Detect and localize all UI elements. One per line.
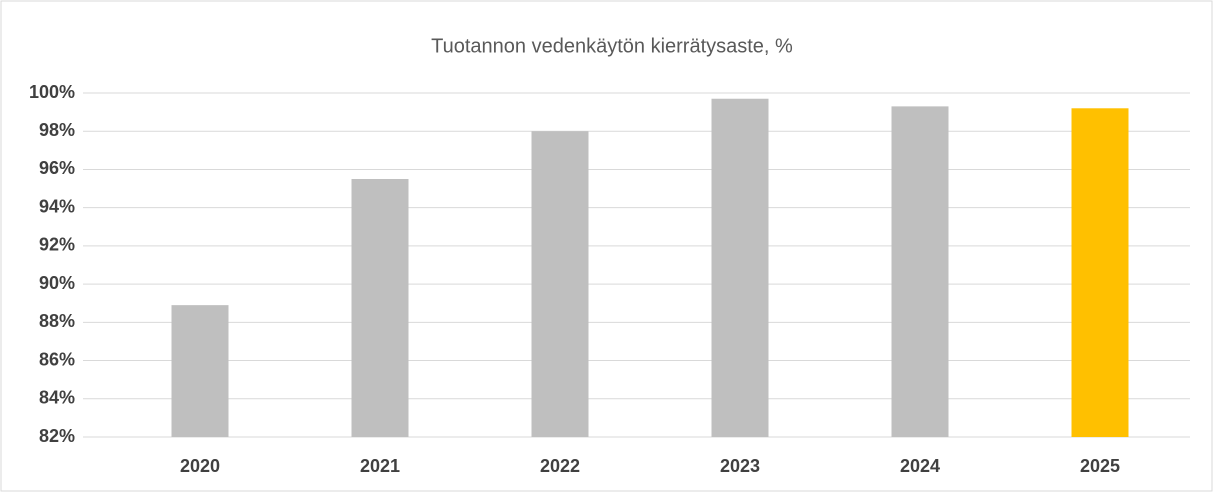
bar bbox=[531, 131, 589, 437]
y-tick-label: 96% bbox=[39, 158, 75, 178]
x-tick-label: 2025 bbox=[1080, 456, 1120, 476]
bar bbox=[891, 106, 949, 437]
y-tick-label: 82% bbox=[39, 426, 75, 446]
y-tick-label: 100% bbox=[29, 82, 75, 102]
y-tick-label: 94% bbox=[39, 196, 75, 216]
x-tick-label: 2020 bbox=[180, 456, 220, 476]
y-tick-label: 98% bbox=[39, 120, 75, 140]
bar bbox=[1071, 108, 1129, 438]
bar bbox=[711, 98, 769, 437]
x-tick-label: 2022 bbox=[540, 456, 580, 476]
x-tick-label: 2023 bbox=[720, 456, 760, 476]
bar bbox=[351, 179, 409, 437]
y-tick-label: 88% bbox=[39, 311, 75, 331]
y-tick-label: 90% bbox=[39, 273, 75, 293]
x-tick-label: 2021 bbox=[360, 456, 400, 476]
x-tick-label: 2024 bbox=[900, 456, 940, 476]
y-tick-label: 86% bbox=[39, 349, 75, 369]
chart-title: Tuotannon vedenkäytön kierrätysaste, % bbox=[431, 35, 793, 57]
y-tick-label: 84% bbox=[39, 388, 75, 408]
bar bbox=[171, 305, 229, 437]
y-tick-label: 92% bbox=[39, 235, 75, 255]
